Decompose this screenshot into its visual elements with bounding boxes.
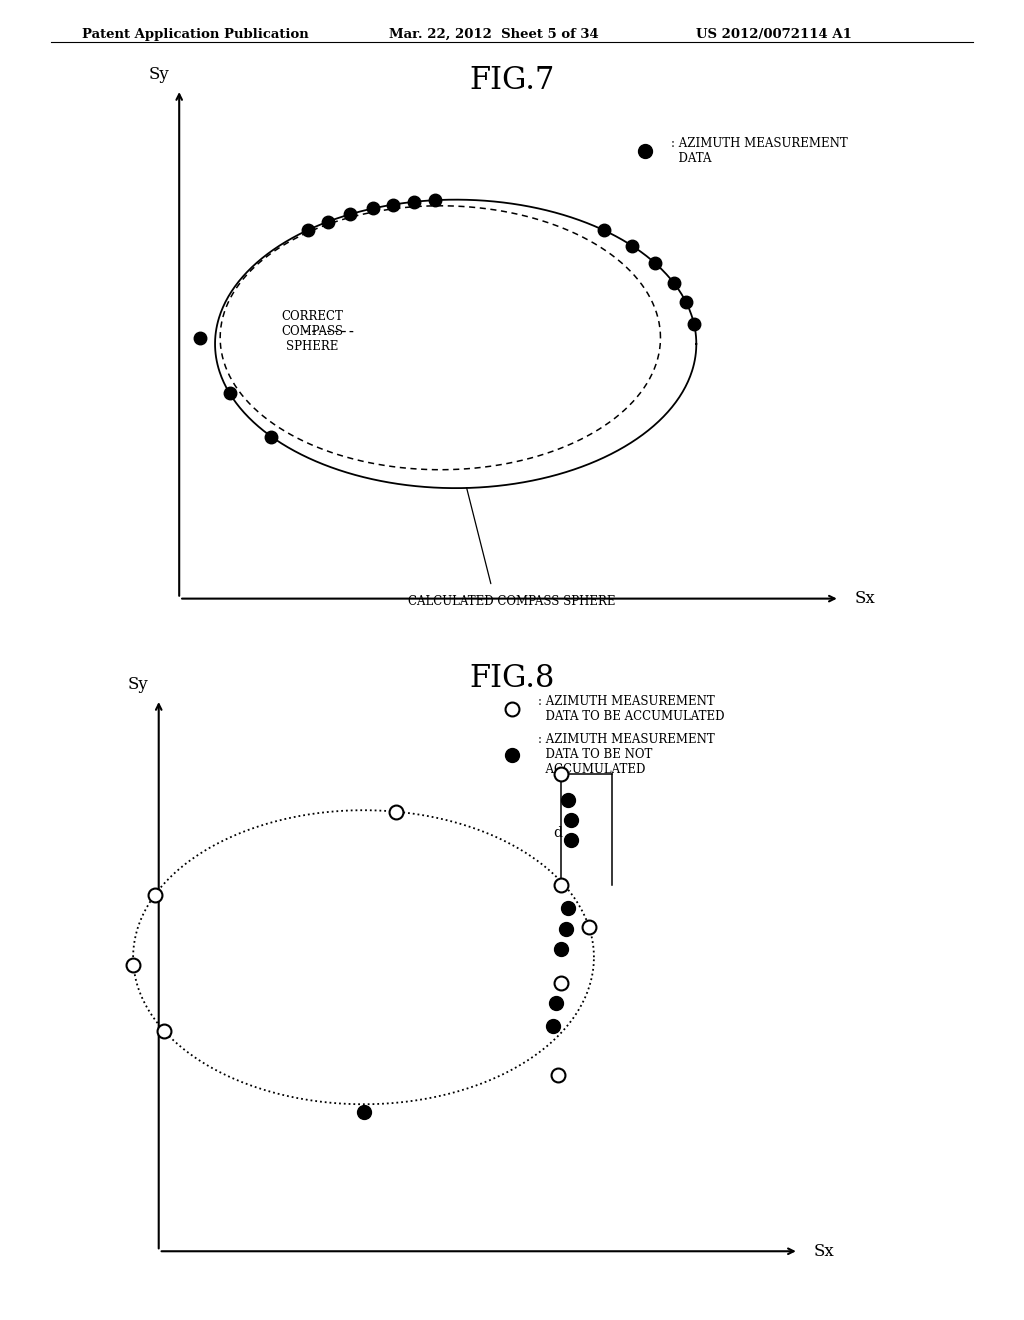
Text: d: d	[554, 826, 562, 840]
Text: FIG.8: FIG.8	[469, 663, 555, 694]
Text: Mar. 22, 2012  Sheet 5 of 34: Mar. 22, 2012 Sheet 5 of 34	[389, 28, 599, 41]
Text: Sx: Sx	[814, 1242, 835, 1259]
Text: : AZIMUTH MEASUREMENT
  DATA TO BE ACCUMULATED: : AZIMUTH MEASUREMENT DATA TO BE ACCUMUL…	[538, 694, 724, 723]
Text: : AZIMUTH MEASUREMENT
  DATA TO BE NOT
  ACCUMULATED: : AZIMUTH MEASUREMENT DATA TO BE NOT ACC…	[538, 733, 715, 776]
Text: Sx: Sx	[855, 590, 876, 607]
Text: FIG.7: FIG.7	[469, 65, 555, 95]
Text: : AZIMUTH MEASUREMENT
  DATA: : AZIMUTH MEASUREMENT DATA	[671, 136, 848, 165]
Text: Sy: Sy	[128, 676, 148, 693]
Text: Patent Application Publication: Patent Application Publication	[82, 28, 308, 41]
Text: Sy: Sy	[148, 66, 169, 83]
Text: CORRECT
COMPASS
SPHERE: CORRECT COMPASS SPHERE	[282, 310, 343, 354]
Text: CALCULATED COMPASS SPHERE: CALCULATED COMPASS SPHERE	[409, 595, 615, 609]
Text: US 2012/0072114 A1: US 2012/0072114 A1	[696, 28, 852, 41]
